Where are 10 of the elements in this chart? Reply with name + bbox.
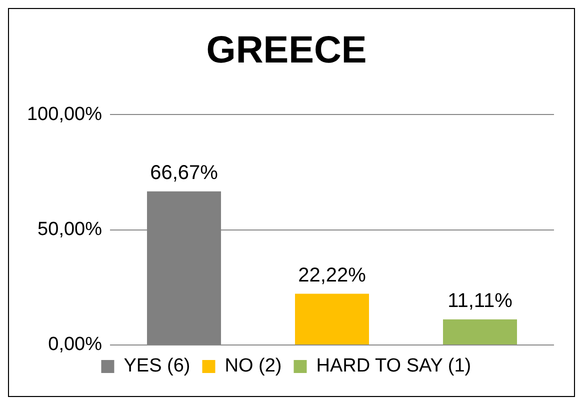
legend-label: NO (2) xyxy=(224,356,282,377)
legend-label: HARD TO SAY (1) xyxy=(316,356,472,377)
data-label: 22,22% xyxy=(298,264,366,286)
data-label: 11,11% xyxy=(448,290,513,312)
y-tick-label: 50,00% xyxy=(38,219,102,240)
y-tick-label: 100,00% xyxy=(26,104,102,125)
legend-label: YES (6) xyxy=(124,356,190,377)
y-tick-label: 0,00% xyxy=(48,334,102,356)
data-label: 66,67% xyxy=(150,162,218,184)
chart-title: GREECE xyxy=(206,29,367,72)
